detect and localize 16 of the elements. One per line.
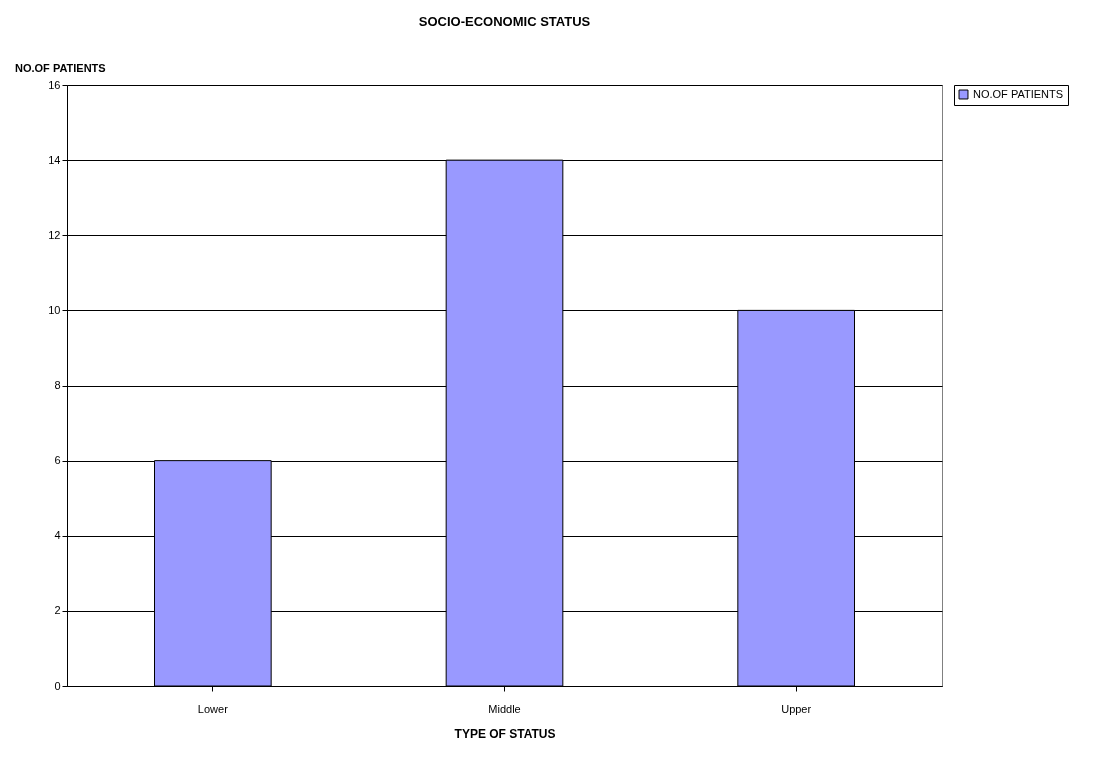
y-tick-label: 14 bbox=[48, 153, 61, 166]
y-tick-label: 10 bbox=[48, 303, 61, 316]
legend-label: NO.OF PATIENTS bbox=[973, 87, 1064, 100]
y-axis-title: NO.OF PATIENTS bbox=[15, 62, 106, 74]
x-tick-label: Lower bbox=[197, 702, 229, 715]
y-tick-label: 12 bbox=[48, 228, 61, 241]
y-tick-label: 4 bbox=[54, 529, 61, 542]
x-tick-label: Middle bbox=[488, 702, 521, 715]
x-axis-title: TYPE OF STATUS bbox=[454, 726, 556, 741]
y-tick-label: 6 bbox=[54, 454, 61, 467]
y-tick-label: 2 bbox=[54, 604, 61, 617]
y-tick-label: 16 bbox=[48, 78, 61, 91]
chart-title: SOCIO-ECONOMIC STATUS bbox=[418, 14, 591, 29]
y-tick-label: 0 bbox=[54, 679, 61, 692]
y-tick-label: 8 bbox=[54, 379, 61, 391]
x-tick-label: Upper bbox=[781, 702, 812, 715]
